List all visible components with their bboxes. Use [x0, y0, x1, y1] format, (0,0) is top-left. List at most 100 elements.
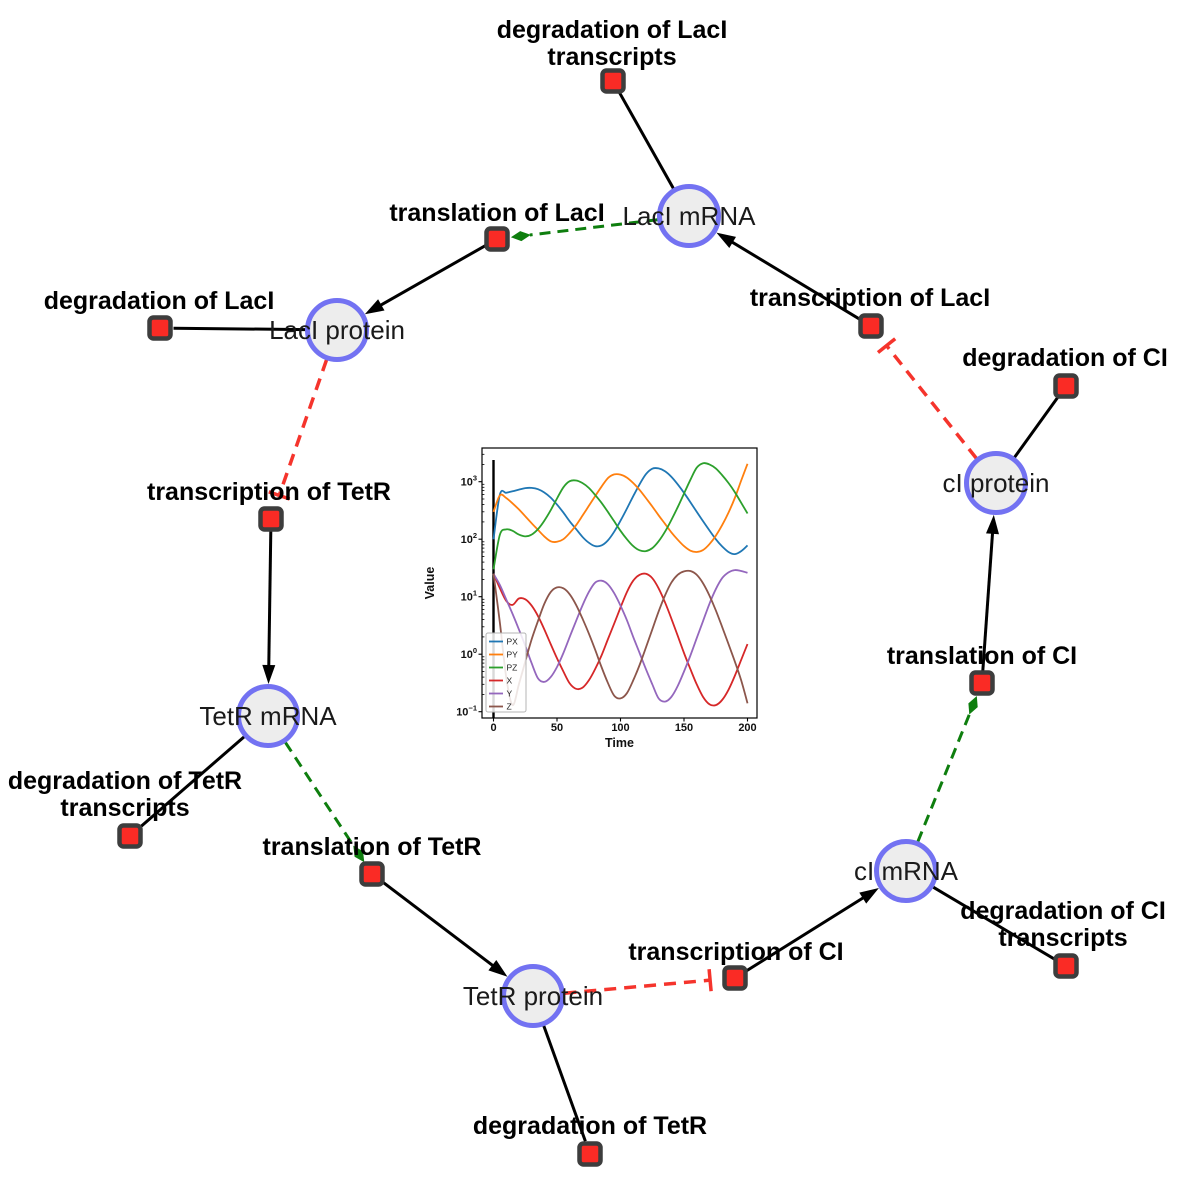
species-node-ci-prot	[964, 451, 1028, 515]
series-line-px	[492, 467, 749, 556]
edge-txn-ci-ci-mrna	[744, 893, 869, 973]
reaction-node-deg-tetr-tx	[117, 823, 143, 849]
legend-label-pz: PZ	[507, 663, 518, 673]
legend-label-py: PY	[507, 650, 519, 660]
edge-tetr-mrna-transl-tetr-diamond	[353, 845, 365, 863]
species-node-laci-mrna	[657, 184, 721, 248]
reaction-label-deg-laci-tx: transcripts	[547, 43, 676, 71]
series-line-z	[492, 569, 749, 707]
y-tick-label: 10−1	[456, 704, 477, 719]
legend-label-z: Z	[507, 702, 512, 712]
label-layer: LacI mRNA LacI protein TetR mRNA TetR prote…	[8, 16, 1168, 1140]
x-tick-label: 50	[551, 722, 563, 734]
y-axis-label: Value	[423, 567, 437, 600]
species-label-tetr-mrna: TetR mRNA	[199, 701, 337, 731]
edge-laci-mrna-transl-laci-diamond	[510, 231, 531, 242]
edge-transl-laci-laci-prot	[375, 243, 488, 310]
reaction-node-transl-tetr	[359, 861, 385, 887]
reaction-node-deg-ci-tx	[1053, 953, 1079, 979]
reaction-label-transl-tetr: translation of TetR	[263, 833, 482, 861]
edge-laci-prot-txn-tetr-tbar	[268, 490, 291, 501]
edge-tetr-prot-txn-ci-tbar	[707, 969, 713, 992]
edge-ci-mrna-transl-ci-diamond	[968, 696, 978, 715]
y-tick-label: 101	[461, 589, 477, 604]
edge-ci-prot-txn-laci-tbar	[876, 337, 897, 354]
edge-transl-ci-ci-prot	[981, 527, 995, 672]
reaction-node-transl-laci	[484, 226, 510, 252]
reaction-label-transl-ci: translation of CI	[887, 642, 1077, 670]
species-label-laci-prot: LacI protein	[269, 315, 405, 345]
edge-tetr-mrna-deg-tetr-tx	[139, 735, 246, 829]
reaction-node-txn-laci	[858, 313, 884, 339]
species-label-laci-mrna: LacI mRNA	[623, 201, 757, 231]
node-layer	[117, 68, 1079, 1167]
simulation-plot: 0 50 100 150 20010310210110010−1ValueTimePXP…	[423, 447, 758, 750]
species-node-tetr-mrna	[236, 684, 300, 748]
reaction-label-transl-laci: translation of LacI	[389, 199, 604, 227]
edge-ci-prot-deg-ci	[1013, 396, 1060, 459]
edge-ci-prot-txn-laci	[886, 345, 978, 460]
x-tick-label: 150	[675, 722, 693, 734]
legend-label-px: PX	[507, 637, 519, 647]
edge-ci-mrna-deg-ci-tx	[932, 885, 1056, 961]
series-line-y	[492, 569, 748, 703]
y-tick-label: 103	[461, 474, 477, 489]
edge-txn-tetr-tetr-mrna	[267, 530, 273, 672]
series-line-py	[492, 463, 749, 553]
reaction-label-deg-tetr: degradation of TetR	[473, 1112, 707, 1140]
edge-tetr-prot-deg-tetr	[542, 1025, 587, 1142]
x-axis-label: Time	[605, 736, 634, 750]
legend-label-x: X	[507, 676, 513, 686]
species-label-ci-prot: cI protein	[943, 468, 1050, 498]
edge-laci-prot-deg-laci	[173, 326, 306, 332]
legend: PX PY PZ XYZ	[485, 632, 527, 713]
reaction-node-deg-laci	[147, 315, 173, 341]
edge-laci-prot-txn-tetr	[278, 359, 329, 495]
x-tick-label: 200	[738, 722, 756, 734]
edge-txn-tetr-tetr-mrna-arrowhead	[262, 664, 276, 684]
reaction-node-deg-tetr	[577, 1141, 603, 1167]
species-node-tetr-prot	[501, 964, 565, 1028]
y-tick-label: 102	[461, 531, 477, 546]
reaction-label-deg-ci-tx: degradation of CI	[960, 897, 1166, 925]
edge-laci-mrna-deg-laci-tx	[618, 92, 675, 190]
edge-ci-mrna-transl-ci	[916, 713, 972, 843]
edge-txn-ci-ci-mrna-arrowhead	[859, 888, 879, 904]
species-node-laci-prot	[305, 298, 369, 362]
edge-transl-laci-laci-prot-arrowhead	[364, 299, 385, 315]
edge-transl-tetr-tetr-prot	[380, 880, 499, 970]
edge-txn-laci-laci-mrna	[726, 238, 862, 322]
reaction-label-deg-tetr-tx: degradation of TetR	[8, 767, 242, 795]
edge-laci-mrna-transl-laci	[529, 218, 658, 237]
reaction-node-txn-ci	[722, 965, 748, 991]
reaction-node-deg-laci-tx	[600, 68, 626, 94]
reaction-label-deg-tetr-tx: transcripts	[60, 794, 189, 822]
edge-transl-tetr-tetr-prot-arrowhead	[488, 960, 508, 977]
reaction-label-deg-ci-tx: transcripts	[998, 924, 1127, 952]
reaction-node-txn-tetr	[258, 506, 284, 532]
reaction-node-transl-ci	[969, 670, 995, 696]
plot-area	[481, 447, 758, 719]
reaction-label-deg-laci: degradation of LacI	[44, 287, 275, 315]
reaction-label-txn-laci: transcription of LacI	[750, 284, 990, 312]
reaction-label-deg-ci: degradation of CI	[962, 344, 1168, 372]
legend-box	[485, 632, 527, 713]
x-tick-label: 0	[490, 722, 496, 734]
species-node-ci-mrna	[874, 839, 938, 903]
series-line-pz	[492, 462, 749, 570]
edge-layer	[139, 92, 1060, 1142]
legend-label-y: Y	[507, 689, 513, 699]
edge-transl-ci-ci-prot-arrowhead	[986, 514, 999, 535]
edge-tetr-mrna-transl-tetr	[284, 741, 356, 848]
reaction-label-deg-laci-tx: degradation of LacI	[497, 16, 728, 44]
edge-txn-laci-laci-mrna-arrowhead	[716, 232, 736, 248]
reaction-label-txn-ci: transcription of CI	[628, 938, 843, 966]
x-tick-label: 100	[611, 722, 629, 734]
reaction-node-deg-ci	[1053, 373, 1079, 399]
edge-tetr-prot-txn-ci	[564, 978, 709, 995]
reaction-label-txn-tetr: transcription of TetR	[147, 478, 391, 506]
species-label-ci-mrna: cI mRNA	[854, 856, 959, 886]
y-tick-label: 100	[461, 646, 477, 661]
